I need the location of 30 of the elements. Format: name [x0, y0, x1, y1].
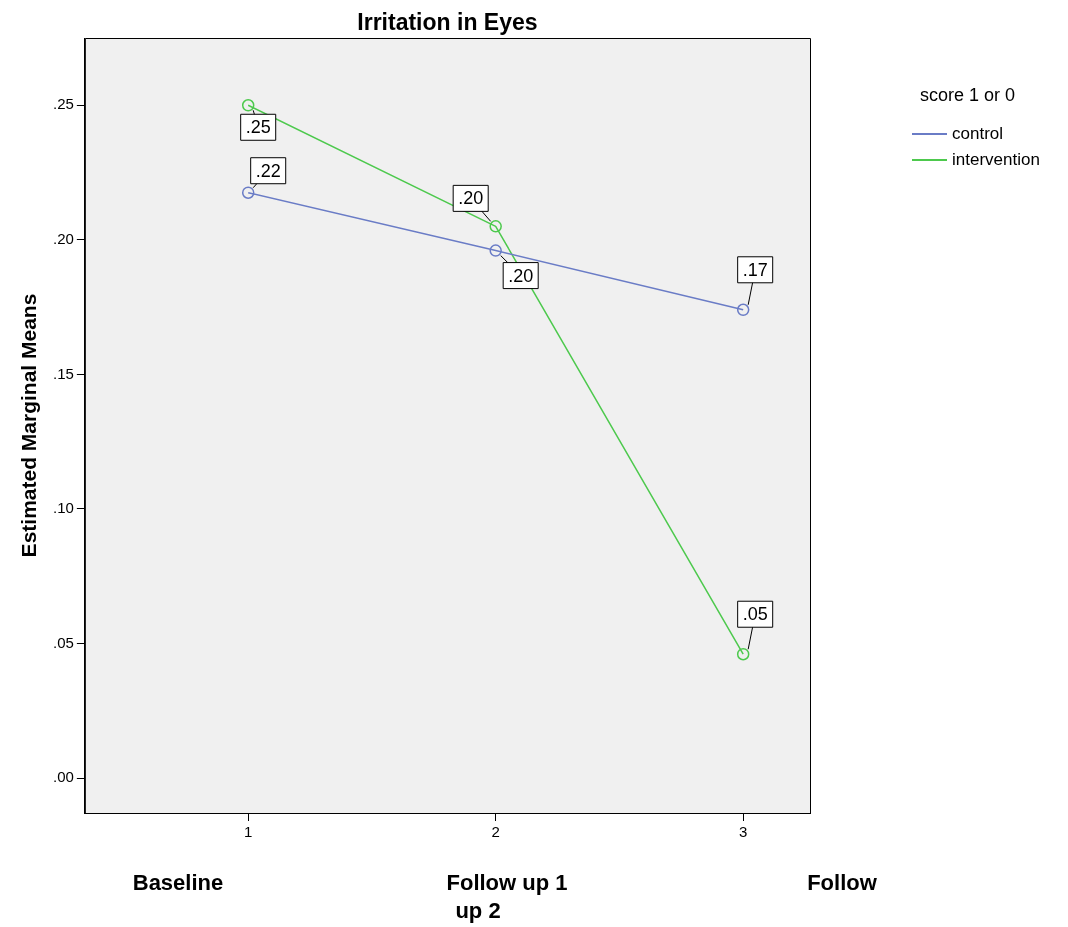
legend-label: intervention	[952, 149, 1040, 169]
y-tick-label: .00	[52, 768, 74, 786]
y-tick-label: .05	[52, 633, 74, 651]
x-tick-label: 3	[739, 823, 748, 841]
y-tick-label: .20	[52, 229, 74, 247]
point	[489, 220, 502, 233]
text: Follow up 1	[446, 870, 568, 896]
chart-title: Irritation in Eyes	[357, 9, 538, 36]
point	[736, 303, 750, 317]
data-label: .20	[508, 265, 534, 286]
text: Baseline	[132, 870, 224, 896]
legend-label: control	[952, 123, 1004, 143]
text: up 2	[455, 898, 501, 924]
x-tick-label: 1	[244, 823, 253, 841]
data-label: .25	[245, 117, 271, 138]
y-tick-label: .10	[52, 499, 74, 517]
point	[736, 647, 750, 661]
point	[241, 186, 255, 199]
data-label: .22	[255, 160, 281, 181]
y-tick-label: .25	[52, 95, 74, 113]
data-label: .20	[458, 188, 484, 209]
y-tick-label: .15	[52, 364, 74, 382]
legend-title: score 1 or 0	[920, 84, 1016, 105]
text: Follow	[807, 870, 878, 896]
point	[489, 244, 502, 257]
data-label: .05	[742, 604, 768, 625]
data-label: .17	[742, 259, 768, 280]
y-axis-title: Estimated Marginal Means	[16, 293, 40, 558]
x-tick-label: 2	[491, 823, 500, 841]
point	[241, 99, 255, 112]
